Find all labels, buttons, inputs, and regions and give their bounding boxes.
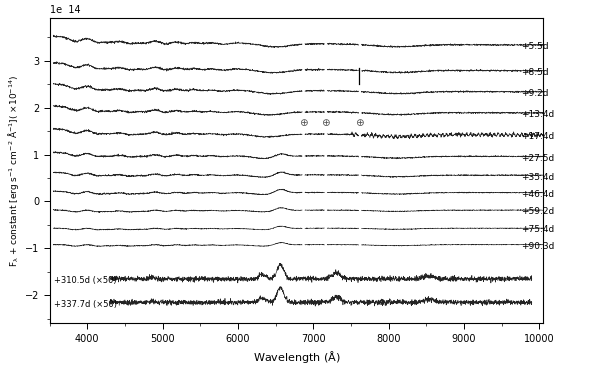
Text: +59.2d: +59.2d: [520, 207, 554, 216]
Text: $\oplus$: $\oplus$: [298, 117, 308, 128]
Text: $\oplus$: $\oplus$: [355, 117, 365, 128]
Text: +337.7d (×50): +337.7d (×50): [54, 300, 117, 309]
X-axis label: Wavelength ($\rm\AA$): Wavelength ($\rm\AA$): [253, 349, 340, 365]
Text: +17.4d: +17.4d: [520, 132, 554, 141]
Text: $\oplus$: $\oplus$: [321, 117, 330, 128]
Text: +13.4d: +13.4d: [520, 110, 554, 119]
Text: +35.4d: +35.4d: [520, 173, 554, 181]
Y-axis label: $\rm F_\lambda$ + constant [erg s$^{-1}$ cm$^{-2}$ $\rm\AA^{-1}$]( $\times 10^{-: $\rm F_\lambda$ + constant [erg s$^{-1}$…: [5, 75, 21, 267]
Text: 1e  14: 1e 14: [49, 5, 80, 15]
Text: +8.5d: +8.5d: [520, 68, 548, 77]
Text: +9.2d: +9.2d: [520, 89, 548, 98]
Text: +5.5d: +5.5d: [520, 42, 548, 51]
Text: +75.4d: +75.4d: [520, 225, 554, 234]
Text: +90.3d: +90.3d: [520, 242, 554, 250]
Text: +46.4d: +46.4d: [520, 190, 554, 199]
Text: +27.5d: +27.5d: [520, 154, 554, 163]
Text: +310.5d (×50): +310.5d (×50): [54, 276, 116, 285]
